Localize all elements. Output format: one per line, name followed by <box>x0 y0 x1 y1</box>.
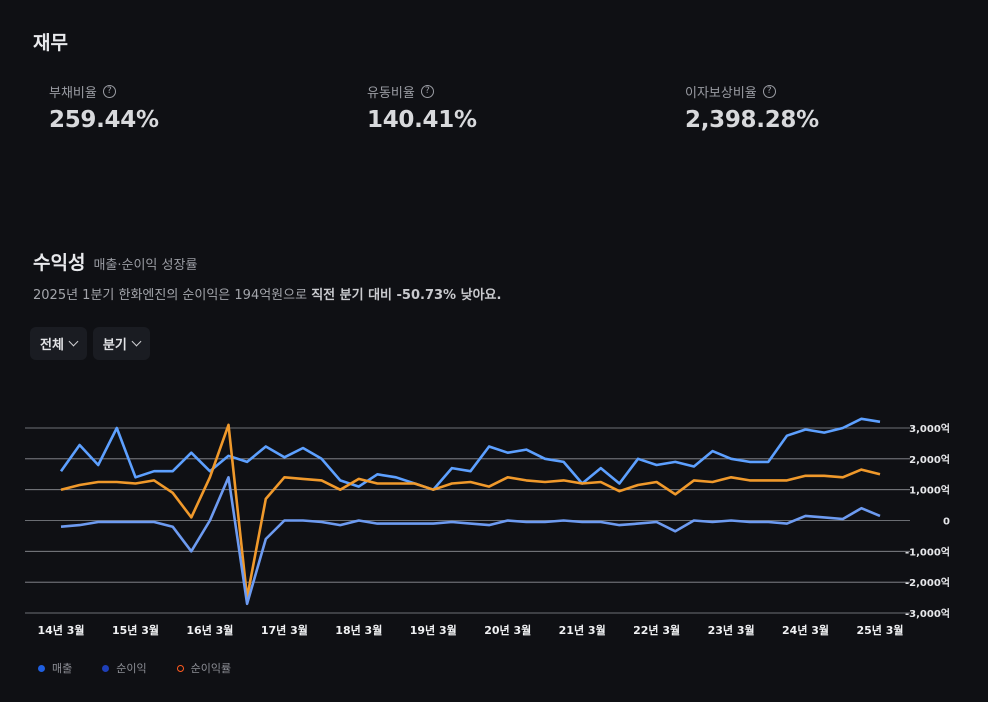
x-tick-label: 21년 3월 <box>559 623 606 637</box>
y-tick-label: 2,000억 <box>909 454 950 466</box>
legend-item-net-margin[interactable]: 순이익률 <box>176 660 232 676</box>
summary-text: 2025년 1분기 한화엔진의 순이익은 194억원으로 <box>33 288 312 303</box>
y-axis-ticks: 3,000억 2,000억 1,000억 0 -1,000억 -2,000억 -3,000억 <box>905 423 950 620</box>
help-icon[interactable]: ? <box>762 85 776 98</box>
chevron-down-icon <box>68 336 79 347</box>
help-icon[interactable]: ? <box>420 85 434 98</box>
y-tick-label: -1,000억 <box>905 546 950 558</box>
filter-label: 분기 <box>102 338 127 353</box>
chart-filters: 전체 분기 <box>30 327 150 360</box>
metric-value: 140.41% <box>367 107 477 133</box>
filter-label: 전체 <box>40 338 64 353</box>
series-line-revenue <box>59 417 881 491</box>
x-tick-label: 18년 3월 <box>335 623 382 637</box>
x-axis-ticks: 14년 3월 15년 3월 16년 3월 17년 3월 18년 3월 19년 3월 20년 … <box>37 623 903 637</box>
metric-interest-coverage: 이자보상비율? 2,398.28% <box>685 82 819 133</box>
metric-current-ratio: 유동비율? 140.41% <box>367 82 477 133</box>
profitability-summary: 2025년 1분기 한화엔진의 순이익은 194억원으로 직전 분기 대비 -5… <box>33 284 501 303</box>
x-tick-label: 19년 3월 <box>410 623 457 637</box>
profitability-chart[interactable]: 3,000억 2,000억 1,000억 0 -1,000억 -2,000억 -3,000억… <box>0 400 988 650</box>
x-tick-label: 15년 3월 <box>112 623 159 637</box>
x-tick-label: 25년 3월 <box>856 623 903 637</box>
y-tick-label: -2,000억 <box>905 577 950 589</box>
metric-value: 2,398.28% <box>685 107 819 133</box>
y-tick-label: 1,000억 <box>909 485 950 497</box>
chart-lines <box>59 417 881 606</box>
chart-grid <box>25 427 910 614</box>
chevron-down-icon <box>131 336 142 347</box>
x-tick-label: 23년 3월 <box>708 623 755 637</box>
legend-label: 매출 <box>52 662 73 675</box>
legend-dot-net-income <box>102 664 110 672</box>
metric-debt-ratio: 부채비율? 259.44% <box>49 82 159 133</box>
y-tick-label: 0 <box>943 517 950 528</box>
filter-period-dropdown[interactable]: 분기 <box>92 327 150 360</box>
metric-label: 유동비율 <box>367 86 415 101</box>
metric-label: 이자보상비율 <box>685 86 757 101</box>
series-line-net-margin <box>60 423 881 599</box>
x-tick-label: 24년 3월 <box>782 623 829 637</box>
x-tick-label: 17년 3월 <box>261 623 308 637</box>
profitability-subtitle: 매출·순이익 성장률 <box>93 258 198 273</box>
x-tick-label: 14년 3월 <box>37 623 84 637</box>
chart-legend: 매출 순이익 순이익률 <box>38 660 231 676</box>
metric-label: 부채비율 <box>49 86 97 101</box>
profitability-title: 수익성 <box>33 252 86 274</box>
legend-label: 순이익 <box>116 662 147 675</box>
series-line-net-income <box>60 476 881 606</box>
profitability-header: 수익성 매출·순이익 성장률 <box>33 248 197 275</box>
summary-highlight: 직전 분기 대비 -50.73% 낮아요. <box>311 288 502 303</box>
legend-label: 순이익률 <box>190 662 232 675</box>
finance-title: 재무 <box>33 32 68 54</box>
y-tick-label: 3,000억 <box>909 423 950 435</box>
legend-item-net-income[interactable]: 순이익 <box>102 660 147 676</box>
metric-value: 259.44% <box>49 107 159 133</box>
y-tick-label: -3,000억 <box>905 608 950 620</box>
x-tick-label: 22년 3월 <box>633 623 680 637</box>
legend-dot-net-margin <box>176 664 184 672</box>
help-icon[interactable]: ? <box>102 85 116 98</box>
legend-dot-revenue <box>38 664 45 672</box>
filter-scope-dropdown[interactable]: 전체 <box>30 327 87 360</box>
x-tick-label: 20년 3월 <box>484 623 531 637</box>
legend-item-revenue[interactable]: 매출 <box>38 660 72 676</box>
x-tick-label: 16년 3월 <box>186 623 233 637</box>
